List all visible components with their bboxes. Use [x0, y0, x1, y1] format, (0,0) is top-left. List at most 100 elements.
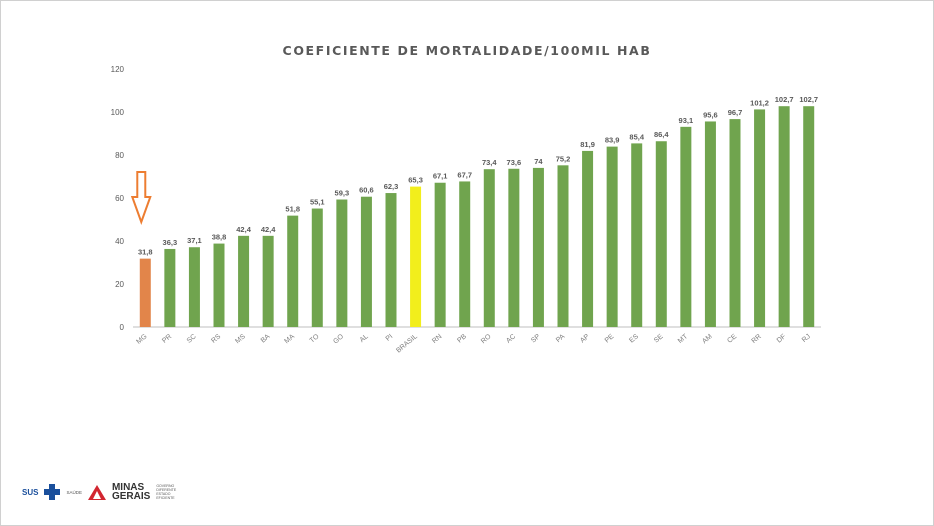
category-label: DF [776, 333, 788, 344]
category-label: SE [653, 333, 665, 345]
bar-al [360, 196, 372, 327]
value-label: 102,7 [799, 95, 818, 104]
bar-ac [508, 168, 520, 327]
value-label: 95,6 [703, 110, 718, 119]
bar-pr [164, 248, 176, 327]
value-label: 65,3 [408, 176, 423, 185]
value-label: 38,8 [212, 233, 227, 242]
category-label: BRASIL [395, 333, 419, 354]
bar-es [631, 143, 643, 327]
category-label: PA [555, 333, 567, 344]
value-label: 96,7 [728, 108, 743, 117]
value-label: 75,2 [556, 154, 571, 163]
category-label: ES [628, 333, 640, 345]
y-tick-label: 100 [111, 108, 125, 117]
value-label: 73,6 [507, 158, 522, 167]
bar-to [311, 208, 323, 327]
bars [139, 106, 815, 328]
category-label: MT [677, 333, 690, 345]
gov-line4: EFICIENTE [156, 496, 175, 500]
value-label: 67,1 [433, 172, 448, 181]
x-axis: MG PR SC RS MS BA MA TO GO AL PI BRASIL RN PB RO AC SP PA… [133, 326, 821, 355]
bar-sp [532, 167, 544, 327]
highlight-arrow [130, 171, 152, 225]
bar-brasil [410, 186, 422, 327]
footer-logos: SUS SAÚDE MINAS GERAIS GOVERNO DIFERENTE… [22, 480, 176, 504]
mg-line2: GERAIS [111, 491, 151, 502]
value-label: 42,4 [261, 225, 276, 234]
y-tick-label: 80 [115, 151, 124, 160]
bar-ce [729, 119, 741, 327]
mg-line1: MINAS [111, 482, 145, 493]
bar-pe [606, 146, 618, 327]
bar-pa [557, 165, 569, 327]
value-label: 60,6 [359, 186, 374, 195]
bar-am [704, 121, 716, 328]
category-label: SC [186, 333, 198, 345]
bar-mt [680, 126, 692, 328]
bar-se [655, 141, 667, 327]
value-label: 83,9 [605, 136, 620, 145]
bar-pb [459, 181, 471, 327]
sus-logo-text: SUS [22, 487, 39, 497]
value-label: 31,8 [138, 248, 153, 257]
bar-df [778, 106, 790, 327]
bar-ro [483, 169, 495, 327]
sus-cross-icon [44, 484, 61, 500]
y-tick-label: 120 [111, 65, 125, 74]
bar-mg [139, 258, 151, 327]
chart-title: COEFICIENTE DE MORTALIDADE/100MIL HAB [283, 43, 652, 58]
category-label: MA [283, 333, 296, 345]
category-label: RO [480, 333, 493, 345]
value-label: 86,4 [654, 130, 669, 139]
y-axis: 0 20 40 60 80 100 120 [111, 65, 125, 332]
category-label: MG [135, 333, 148, 346]
value-labels: 31,8 36,3 37,1 38,8 42,4 42,4 51,8 55,1 59,3 60,6… [138, 95, 818, 256]
bar-ms [238, 235, 250, 327]
bar-rs [213, 243, 225, 327]
minas-gerais-logo-icon [87, 483, 106, 501]
bar-sc [188, 247, 200, 327]
bar-ma [287, 215, 299, 327]
bar-rr [754, 109, 766, 327]
category-label: AC [505, 333, 517, 345]
value-label: 36,3 [163, 238, 178, 247]
category-label: PR [161, 333, 173, 345]
category-label: SP [530, 333, 542, 345]
value-label: 62,3 [384, 182, 399, 191]
y-tick-label: 60 [115, 194, 124, 203]
category-label: BA [260, 333, 272, 345]
gov-line1: GOVERNO [156, 484, 175, 488]
value-label: 42,4 [236, 225, 251, 234]
bar-pi [385, 193, 397, 327]
category-label: PE [604, 333, 616, 345]
value-label: 101,2 [750, 98, 769, 107]
category-label: AM [701, 333, 714, 345]
gov-line3: ESTADO [156, 492, 171, 496]
category-label: PI [385, 333, 395, 343]
value-label: 67,7 [457, 170, 472, 179]
category-label: RJ [801, 333, 812, 344]
category-label: RN [431, 333, 443, 345]
value-label: 55,1 [310, 198, 325, 207]
y-tick-label: 20 [115, 280, 124, 289]
value-label: 73,4 [482, 158, 497, 167]
category-label: GO [332, 333, 345, 346]
category-label: PB [456, 333, 468, 345]
y-tick-label: 40 [115, 237, 124, 246]
value-label: 81,9 [580, 140, 595, 149]
bar-ap [582, 150, 594, 327]
gov-line2: DIFERENTE [156, 488, 177, 492]
category-label: RS [210, 333, 222, 345]
value-label: 59,3 [335, 189, 350, 198]
category-label: AL [359, 333, 370, 344]
bar-ba [262, 235, 274, 327]
value-label: 51,8 [285, 205, 300, 214]
saude-label: SAÚDE [66, 489, 82, 495]
bar-rj [803, 106, 815, 327]
category-label: CE [726, 333, 738, 345]
value-label: 93,1 [679, 116, 694, 125]
value-label: 102,7 [775, 95, 794, 104]
value-label: 85,4 [629, 132, 644, 141]
governo-tagline: GOVERNO DIFERENTE ESTADO EFICIENTE [156, 484, 176, 500]
